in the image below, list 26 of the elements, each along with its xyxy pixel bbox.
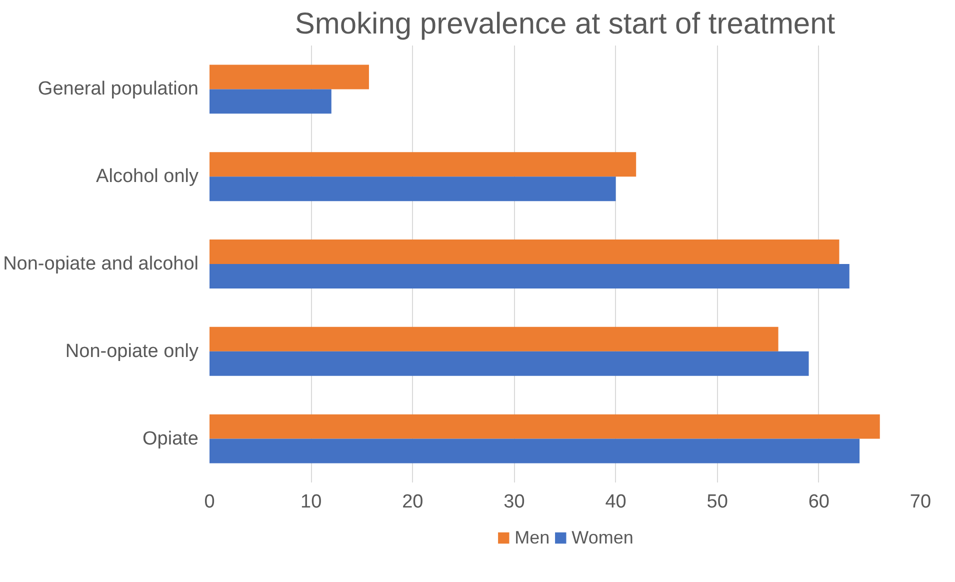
x-tick-label: 10	[300, 492, 322, 512]
bar	[210, 326, 778, 352]
bar	[210, 438, 860, 464]
bar	[210, 89, 332, 114]
bar	[210, 176, 616, 202]
x-tick-label: 70	[910, 492, 932, 512]
legend-label: Men	[514, 527, 550, 548]
bar	[210, 414, 880, 439]
bar	[210, 152, 636, 177]
y-tick-label: Opiate	[142, 428, 199, 450]
bar	[210, 240, 840, 264]
bar	[210, 64, 369, 90]
y-tick-label: Alcohol only	[96, 166, 199, 188]
x-tick-label: 0	[204, 492, 215, 512]
x-tick-label: 50	[706, 492, 728, 512]
x-tick-label: 30	[504, 492, 525, 512]
bar	[210, 264, 850, 288]
x-tick-label: 20	[402, 492, 424, 512]
y-tick-label: Non-opiate only	[65, 340, 199, 362]
y-tick-label: General population	[38, 78, 199, 100]
chart-title: Smoking prevalence at start of treatment	[294, 8, 836, 40]
x-tick-label: 40	[605, 492, 626, 512]
x-tick-label: 60	[808, 492, 830, 512]
legend-label: Women	[572, 527, 634, 548]
y-tick-label: Non-opiate and alcohol	[3, 254, 199, 274]
bar	[210, 351, 809, 376]
